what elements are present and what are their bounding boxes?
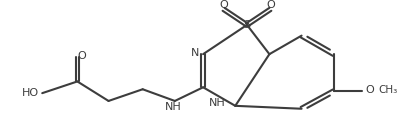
Text: O: O (365, 85, 374, 95)
Text: N: N (191, 48, 199, 58)
Text: O: O (266, 0, 275, 10)
Text: O: O (78, 51, 87, 61)
Text: S: S (243, 20, 251, 30)
Text: NH: NH (164, 102, 181, 112)
Text: NH: NH (209, 98, 226, 108)
Text: HO: HO (22, 88, 39, 98)
Text: O: O (219, 0, 228, 10)
Text: CH₃: CH₃ (379, 85, 398, 95)
